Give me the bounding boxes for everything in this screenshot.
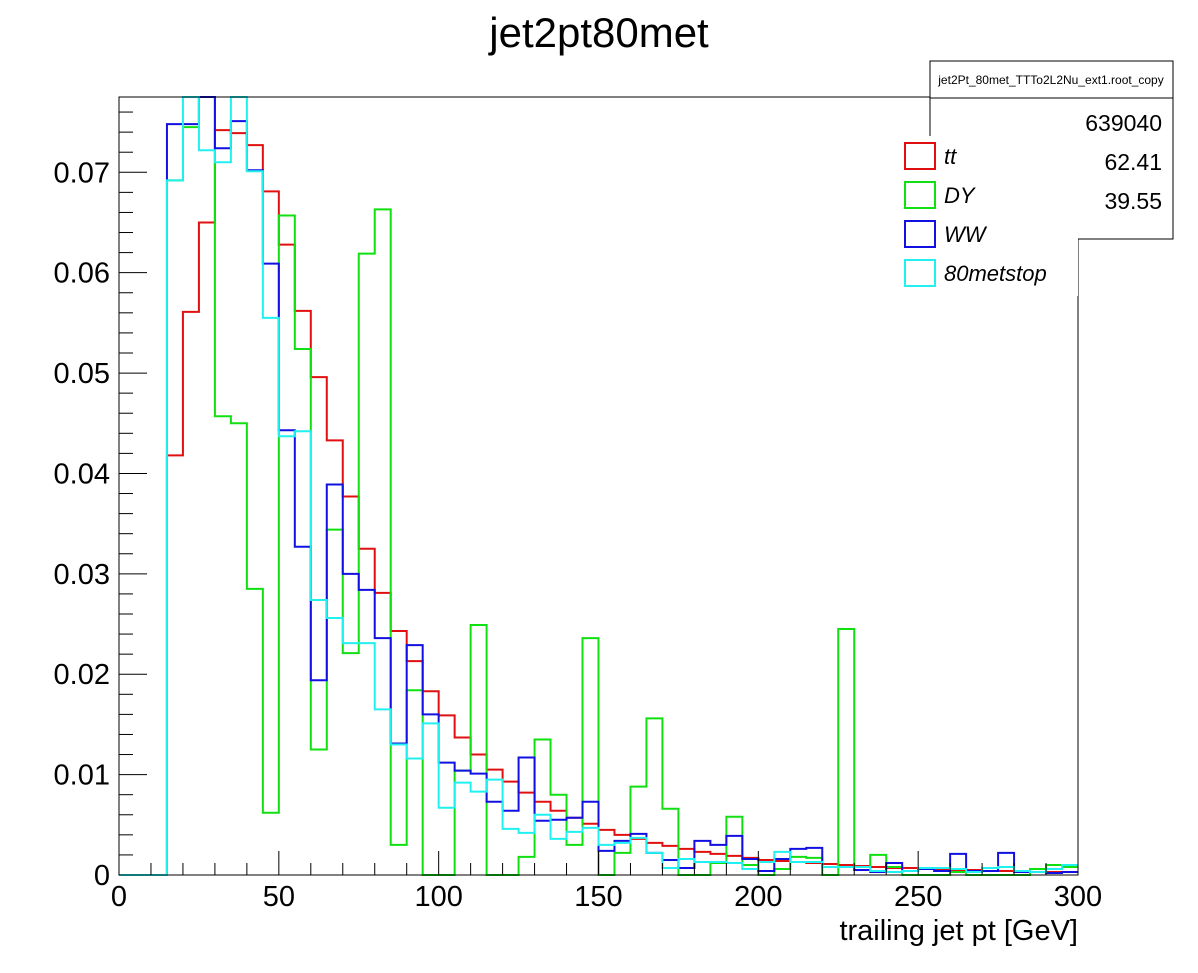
- legend-swatch-ww: [904, 220, 936, 248]
- x-tick-label: 300: [1054, 881, 1102, 913]
- y-tick-label: 0.06: [54, 258, 110, 290]
- stats-box-title: jet2Pt_80met_TTTo2L2Nu_ext1.root_copy: [937, 73, 1163, 87]
- x-tick-label: 100: [414, 881, 462, 913]
- x-tick-label: 250: [894, 881, 942, 913]
- stats-stddev-value: 39.55: [1104, 188, 1162, 214]
- legend-label-80metstop: 80metstop: [944, 261, 1047, 286]
- y-tick-label: 0.02: [54, 659, 110, 691]
- x-tick-label: 0: [111, 881, 127, 913]
- y-tick-label: 0.07: [54, 157, 110, 189]
- y-tick-label: 0.04: [54, 458, 110, 490]
- y-tick-label: 0.05: [54, 358, 110, 390]
- legend-background: [900, 136, 1078, 296]
- legend-swatch-tt: [904, 142, 936, 170]
- legend-label-ww: WW: [944, 222, 988, 247]
- x-tick-label: 150: [574, 881, 622, 913]
- y-axis: 0 0.01 0.02 0.03 0.04 0.05 0.06 0.07: [54, 111, 147, 892]
- legend: tt DY WW 80metstop: [900, 136, 1078, 296]
- legend-label-tt: tt: [944, 144, 957, 169]
- stats-entries-value: 639040: [1085, 110, 1162, 136]
- x-axis: 0 50 100 150 200 250 300: [111, 851, 1102, 913]
- y-tick-label: 0.03: [54, 559, 110, 591]
- chart-title: jet2pt80met: [487, 9, 709, 56]
- legend-swatch-dy: [904, 181, 936, 209]
- x-axis-title: trailing jet pt [GeV]: [839, 915, 1078, 947]
- y-tick-label: 0: [94, 860, 110, 892]
- legend-label-dy: DY: [944, 183, 976, 208]
- legend-swatch-80metstop: [904, 259, 936, 287]
- stats-mean-value: 62.41: [1104, 149, 1162, 175]
- y-tick-label: 0.01: [54, 760, 110, 792]
- x-tick-label: 200: [734, 881, 782, 913]
- x-tick-label: 50: [263, 881, 295, 913]
